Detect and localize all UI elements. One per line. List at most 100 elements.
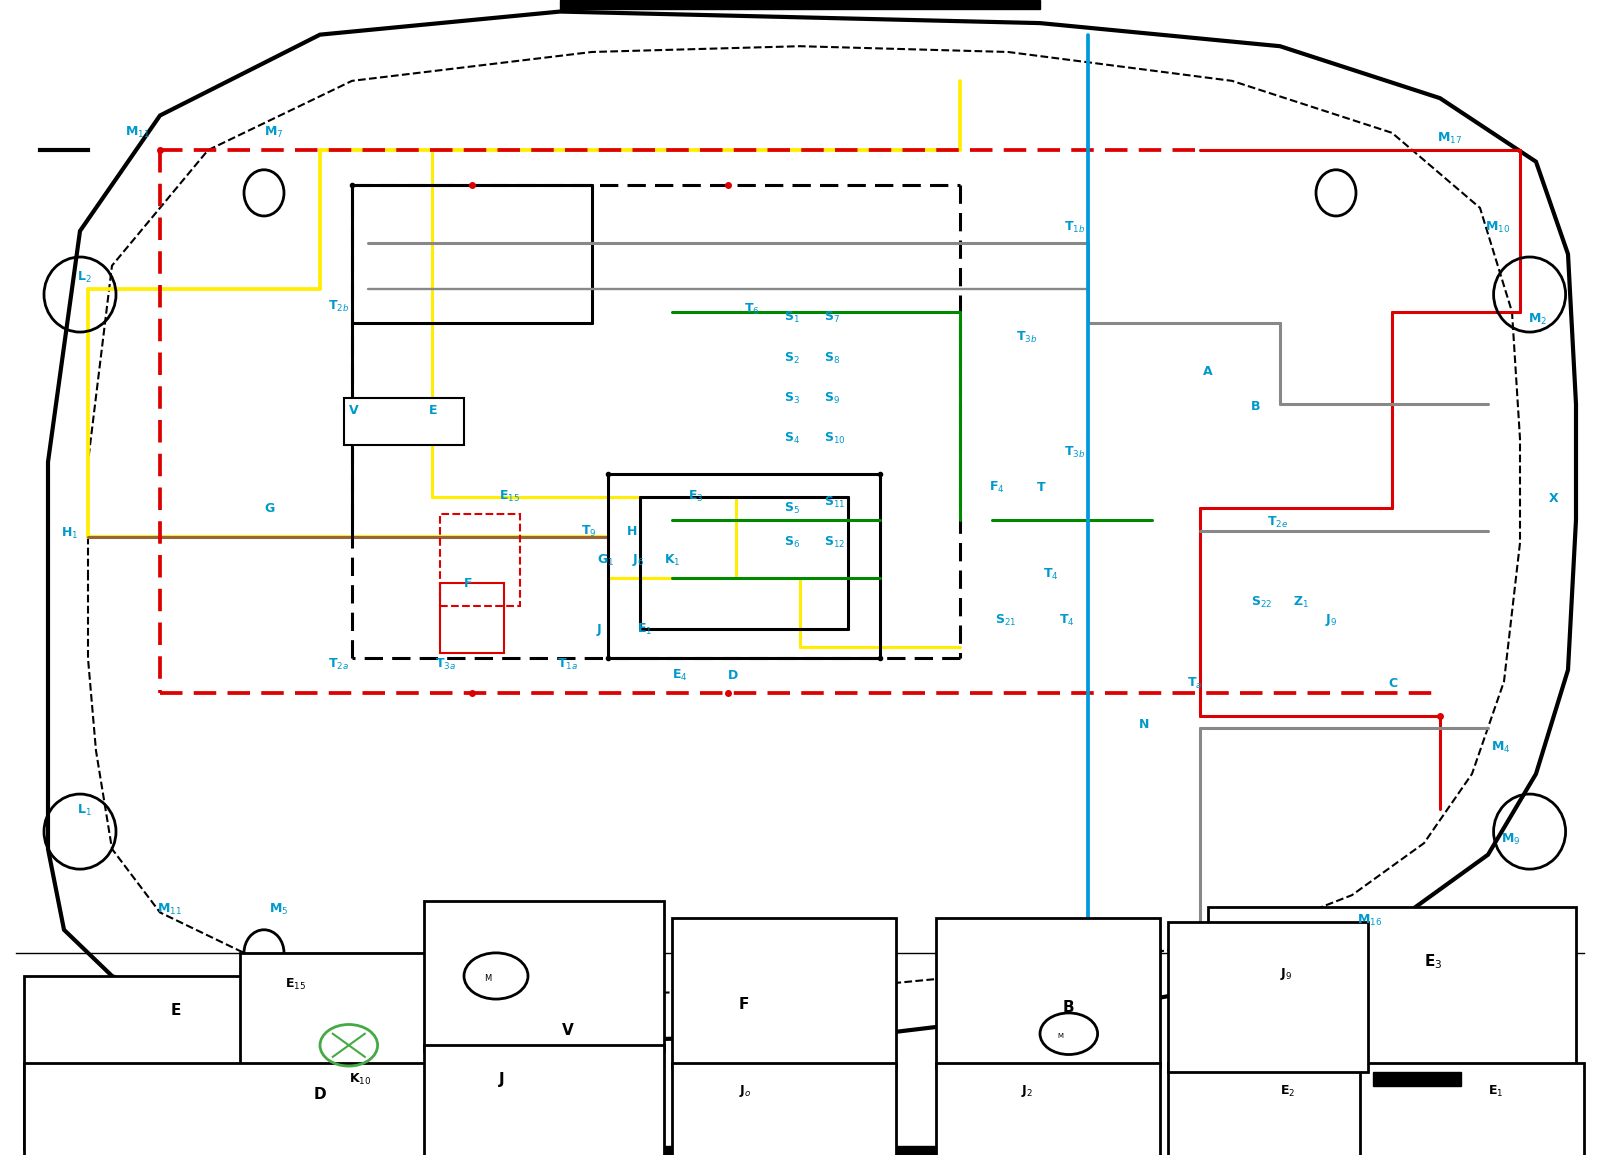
Text: O86: O86 (1312, 943, 1330, 951)
Bar (344, 398, 464, 444)
Text: S$_4$: S$_4$ (784, 432, 800, 447)
FancyBboxPatch shape (672, 1062, 896, 1157)
Text: T$_{2b}$: T$_{2b}$ (328, 299, 349, 314)
Text: OL: OL (1352, 1064, 1363, 1074)
FancyBboxPatch shape (1208, 907, 1576, 1079)
Text: X: X (38, 1127, 45, 1137)
Text: S$_{12}$: S$_{12}$ (824, 536, 845, 551)
Text: T$_4$: T$_4$ (1043, 567, 1059, 582)
Text: 86: 86 (261, 1071, 274, 1082)
Text: S$_3$: S$_3$ (784, 391, 800, 406)
Text: E$_{15}$: E$_{15}$ (285, 977, 306, 992)
Text: 49a: 49a (1181, 1069, 1197, 1078)
Text: O85: O85 (829, 1142, 846, 1151)
Text: O30: O30 (1280, 943, 1298, 951)
Text: 53b: 53b (480, 918, 496, 926)
Text: K$_{10}$: K$_{10}$ (349, 1073, 371, 1088)
Text: F: F (464, 577, 472, 590)
Text: 150: 150 (1229, 943, 1245, 951)
Text: O50: O50 (1112, 943, 1130, 951)
Text: 30: 30 (685, 1073, 696, 1082)
Text: M$_9$: M$_9$ (1501, 832, 1520, 847)
Text: S: S (443, 1148, 448, 1157)
Text: E$_{15}$: E$_{15}$ (499, 489, 520, 504)
Text: G$_1$: G$_1$ (597, 553, 614, 568)
Text: 48L: 48L (1533, 1064, 1547, 1074)
Text: S$_9$: S$_9$ (824, 391, 840, 406)
FancyBboxPatch shape (672, 919, 896, 1068)
Text: T: T (1037, 481, 1045, 494)
Text: A: A (1203, 366, 1213, 378)
Text: 49o: 49o (952, 1142, 968, 1151)
Bar (440, 583, 504, 653)
Text: J$_9$: J$_9$ (1280, 966, 1293, 981)
FancyBboxPatch shape (1168, 1062, 1368, 1157)
Text: S$_{50}$: S$_{50}$ (411, 1126, 427, 1140)
Text: M$_4$: M$_4$ (1491, 739, 1510, 754)
Text: 25o: 25o (949, 1053, 965, 1062)
Text: V: V (349, 404, 358, 417)
Text: 56a: 56a (515, 1148, 531, 1157)
Text: J: J (499, 1073, 506, 1088)
Text: M: M (485, 974, 491, 982)
Text: T$_a$: T$_a$ (1187, 676, 1203, 692)
Polygon shape (560, 1145, 1040, 1155)
Bar (1373, 1071, 1461, 1085)
Text: T$_{2a}$: T$_{2a}$ (328, 656, 349, 672)
Text: E$_2$: E$_2$ (1280, 1084, 1296, 1099)
Text: L$_2$: L$_2$ (77, 270, 91, 285)
Text: M$_{17}$: M$_{17}$ (1437, 131, 1462, 146)
Text: O85: O85 (1312, 1053, 1330, 1062)
Text: O58: O58 (1472, 1142, 1490, 1151)
Text: S$_{22}$: S$_{22}$ (1251, 596, 1272, 611)
Text: B: B (1062, 1000, 1075, 1015)
FancyBboxPatch shape (24, 1062, 632, 1157)
Text: 56b: 56b (475, 1148, 491, 1157)
Text: T$_{1a}$: T$_{1a}$ (557, 656, 578, 672)
Text: M$_5$: M$_5$ (269, 901, 288, 916)
Text: 31: 31 (397, 1071, 410, 1082)
Text: 30: 30 (38, 1073, 51, 1083)
Text: S$_8$: S$_8$ (824, 351, 840, 366)
Text: 49a: 49a (1296, 1064, 1312, 1074)
Text: X: X (1549, 493, 1558, 506)
Text: 53b: 53b (51, 1084, 67, 1093)
Bar (440, 514, 520, 606)
Text: T$_{3b}$: T$_{3b}$ (1016, 330, 1037, 345)
FancyBboxPatch shape (240, 953, 440, 1143)
FancyBboxPatch shape (1168, 922, 1368, 1071)
Text: S$_1$: S$_1$ (784, 310, 800, 325)
Text: D: D (728, 669, 738, 683)
Text: O86: O86 (768, 1073, 786, 1082)
Text: O49: O49 (1229, 1064, 1246, 1074)
Text: L$_1$: L$_1$ (77, 803, 91, 818)
Text: S$_{10}$: S$_{10}$ (824, 432, 846, 447)
Text: 53a: 53a (136, 1084, 152, 1093)
Text: 31: 31 (1120, 1142, 1131, 1151)
Text: E$_1$: E$_1$ (637, 622, 653, 638)
Text: M$_{11}$: M$_{11}$ (157, 901, 182, 916)
Text: C: C (1389, 677, 1398, 691)
Text: RO: RO (1496, 1064, 1509, 1074)
FancyBboxPatch shape (24, 977, 248, 1149)
Text: 53b: 53b (51, 1011, 67, 1020)
Text: S$_{11}$: S$_{11}$ (824, 495, 845, 510)
Text: L: L (1181, 1145, 1186, 1155)
Text: S$_{21}$: S$_{21}$ (995, 613, 1016, 628)
Text: 87o: 87o (685, 1142, 701, 1151)
Text: J$_9$: J$_9$ (1325, 612, 1338, 628)
Text: J: J (597, 622, 602, 636)
Text: T$_{3b}$: T$_{3b}$ (1064, 445, 1085, 460)
Text: 87o: 87o (1181, 1053, 1197, 1062)
Text: M$_{16}$: M$_{16}$ (1357, 913, 1382, 928)
Text: S$_5$: S$_5$ (784, 501, 800, 516)
Text: M$_7$: M$_7$ (264, 125, 283, 140)
Text: 56: 56 (541, 1046, 552, 1055)
Text: O58b: O58b (1405, 1142, 1426, 1151)
Text: M$_{10}$: M$_{10}$ (1485, 220, 1510, 235)
Text: M$_2$: M$_2$ (1528, 312, 1547, 327)
Text: E: E (171, 1003, 181, 1018)
Text: C30: C30 (1402, 1061, 1418, 1070)
Text: 50: 50 (483, 1127, 496, 1137)
Text: H: H (627, 525, 637, 538)
